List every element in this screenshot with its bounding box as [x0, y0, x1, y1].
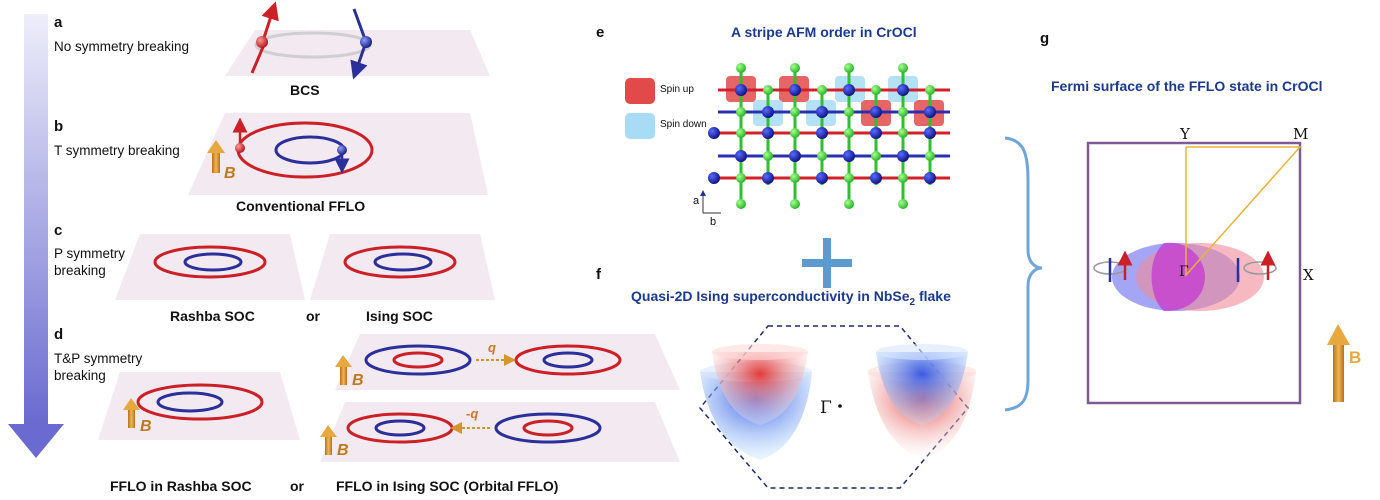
panel-a-diagram	[225, 1, 490, 80]
legend-spin-up-swatch	[625, 78, 655, 104]
panel-d-description-1: T&P symmetry	[54, 351, 143, 366]
panel-b-field-label: B	[224, 165, 236, 182]
panel-c-description-1: P symmetry	[54, 246, 126, 261]
panel-e-title: A stripe AFM order in CrOCl	[731, 24, 917, 40]
panel-d-momentum-minus-q: -q	[466, 406, 479, 421]
panel-b-caption: Conventional FFLO	[236, 198, 366, 214]
panel-e-label: e	[596, 24, 605, 41]
panel-a-caption: BCS	[290, 82, 320, 98]
panel-d-description-2: breaking	[54, 368, 106, 383]
axis-b-label: b	[710, 216, 717, 228]
panel-d-diagram	[98, 334, 680, 462]
panel-g-title: Fermi surface of the FFLO state in CrOCl	[1051, 78, 1323, 94]
panel-f-gamma-label: Γ	[820, 398, 832, 418]
panel-b-label: b	[54, 118, 64, 135]
panel-c-description-2: breaking	[54, 263, 106, 278]
bracket	[1004, 136, 1043, 412]
panel-c-label: c	[54, 222, 63, 239]
panel-d-label: d	[54, 326, 64, 343]
progression-arrow	[8, 14, 64, 458]
axis-a-label: a	[693, 195, 700, 207]
panel-g-field-label: B	[1349, 348, 1362, 367]
panel-g-label: g	[1040, 30, 1050, 47]
panel-d-caption-left: FFLO in Rashba SOC	[110, 478, 252, 494]
panel-d-or: or	[290, 478, 304, 494]
panel-d-field-label-2: B	[352, 372, 364, 389]
panel-c-caption-right: Ising SOC	[366, 308, 433, 324]
panel-f-diagram	[699, 325, 976, 489]
bz-point-Y: Y	[1180, 125, 1190, 143]
panel-e-lattice	[625, 63, 950, 214]
panel-a-label: a	[54, 14, 63, 31]
panel-d-momentum-q: q	[488, 340, 496, 355]
panel-f-label: f	[596, 266, 601, 283]
bz-point-M: M	[1293, 125, 1309, 143]
panel-a-description: No symmetry breaking	[54, 39, 190, 54]
plus-sign	[802, 238, 852, 288]
panel-g-diagram	[1086, 141, 1350, 405]
legend-spin-down-swatch	[625, 113, 655, 139]
panel-d-caption-right: FFLO in Ising SOC (Orbital FFLO)	[336, 478, 559, 494]
panel-c-or: or	[306, 308, 320, 324]
bz-point-gamma: Γ	[1179, 264, 1189, 280]
panel-c-caption-left: Rashba SOC	[170, 308, 255, 324]
bz-point-X: X	[1303, 266, 1314, 284]
panel-d-field-label-3: B	[337, 442, 349, 459]
legend-spin-up-label: Spin up	[660, 84, 694, 95]
legend-spin-down-label: Spin down	[660, 119, 707, 130]
panel-b-description: T symmetry breaking	[54, 143, 180, 158]
panel-c-diagram	[115, 234, 495, 300]
panel-d-field-label-1: B	[140, 418, 152, 435]
panel-b-diagram	[188, 113, 488, 195]
panel-f-title: Quasi-2D Ising superconductivity in NbSe…	[631, 288, 951, 308]
